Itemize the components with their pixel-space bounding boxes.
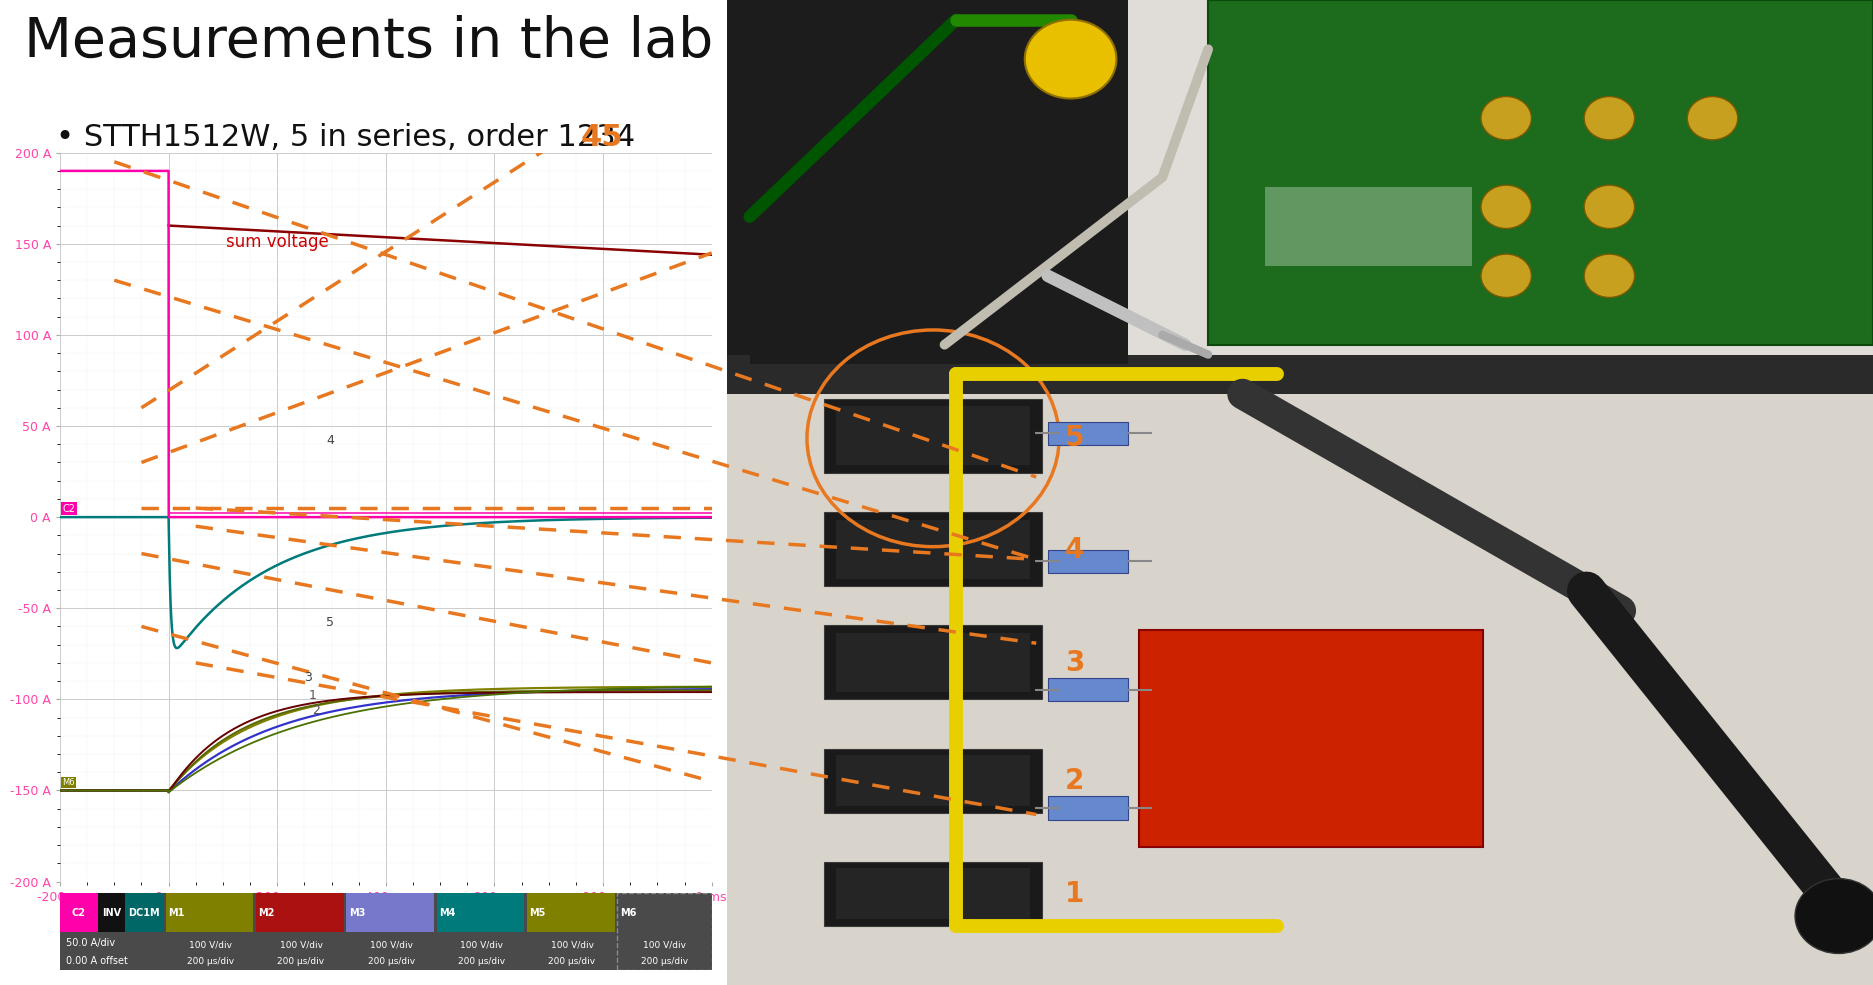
Bar <box>526 893 614 932</box>
Bar <box>1128 0 1873 374</box>
Bar <box>749 20 1128 364</box>
Bar <box>835 755 1030 806</box>
Text: 200 μs/div: 200 μs/div <box>549 956 596 965</box>
Bar <box>618 893 712 970</box>
Text: M2: M2 <box>258 907 275 918</box>
Text: 200 μs/div: 200 μs/div <box>641 956 687 965</box>
Bar <box>727 0 1163 374</box>
Bar <box>727 355 1873 394</box>
Bar <box>125 893 163 932</box>
Bar <box>436 893 524 932</box>
Circle shape <box>1585 185 1635 229</box>
Bar <box>835 407 1030 466</box>
Text: 2: 2 <box>1066 767 1084 795</box>
Text: C2: C2 <box>62 503 75 513</box>
Circle shape <box>1025 20 1116 98</box>
Circle shape <box>1482 185 1532 229</box>
Text: 100 V/div: 100 V/div <box>642 941 686 950</box>
Text: 200 μs/div: 200 μs/div <box>459 956 506 965</box>
Text: 5: 5 <box>326 617 333 629</box>
Circle shape <box>1482 254 1532 297</box>
Text: 3: 3 <box>1066 649 1084 677</box>
Bar <box>835 520 1030 578</box>
Bar <box>835 869 1030 920</box>
Circle shape <box>1482 97 1532 140</box>
Bar <box>824 862 1041 926</box>
Bar <box>824 625 1041 699</box>
Bar <box>257 893 343 932</box>
Text: M5: M5 <box>530 907 545 918</box>
Text: 100 V/div: 100 V/div <box>279 941 322 950</box>
Text: 100 V/div: 100 V/div <box>461 941 504 950</box>
Text: 3: 3 <box>305 671 313 685</box>
Text: 200 μs/div: 200 μs/div <box>277 956 324 965</box>
Text: 200 μs/div: 200 μs/div <box>187 956 234 965</box>
Bar <box>824 399 1041 473</box>
Text: 100 V/div: 100 V/div <box>369 941 412 950</box>
Text: 4: 4 <box>326 434 333 447</box>
Bar <box>97 893 125 932</box>
Bar <box>1266 187 1472 266</box>
Bar <box>1047 550 1128 573</box>
Text: 4: 4 <box>1066 536 1084 563</box>
Text: sum voltage: sum voltage <box>225 233 328 251</box>
Circle shape <box>1794 879 1873 953</box>
Text: 200 μs/div: 200 μs/div <box>367 956 416 965</box>
Bar <box>1047 796 1128 820</box>
Bar <box>1047 422 1128 445</box>
Text: DC1M: DC1M <box>127 907 159 918</box>
Text: • STTH1512W, 5 in series, order 1234: • STTH1512W, 5 in series, order 1234 <box>56 123 635 152</box>
Circle shape <box>1585 97 1635 140</box>
Bar <box>1208 0 1873 345</box>
Bar <box>347 893 435 932</box>
Bar <box>1047 678 1128 701</box>
Bar <box>727 374 1873 985</box>
Bar <box>835 633 1030 691</box>
Bar <box>824 512 1041 586</box>
Circle shape <box>1688 97 1738 140</box>
Bar <box>165 893 253 932</box>
Text: 1: 1 <box>309 690 317 702</box>
Text: 100 V/div: 100 V/div <box>551 941 594 950</box>
Text: INV: INV <box>101 907 122 918</box>
Text: M3: M3 <box>348 907 365 918</box>
Text: 2: 2 <box>313 704 320 717</box>
Text: 45: 45 <box>581 123 624 152</box>
Text: 50.0 A/div: 50.0 A/div <box>66 939 116 949</box>
Text: Measurements in the lab: Measurements in the lab <box>24 15 714 69</box>
Text: C2: C2 <box>71 907 86 918</box>
Bar <box>1139 630 1483 847</box>
Text: 100 V/div: 100 V/div <box>189 941 232 950</box>
Text: M6: M6 <box>62 778 75 787</box>
Circle shape <box>1585 254 1635 297</box>
Text: M1: M1 <box>169 907 185 918</box>
Bar <box>60 893 97 932</box>
Text: M4: M4 <box>438 907 455 918</box>
Text: 5: 5 <box>1066 425 1084 452</box>
Text: 0.00 A offset: 0.00 A offset <box>66 956 129 966</box>
Text: M6: M6 <box>620 907 637 918</box>
Text: 1: 1 <box>1066 881 1084 908</box>
Bar <box>824 749 1041 813</box>
